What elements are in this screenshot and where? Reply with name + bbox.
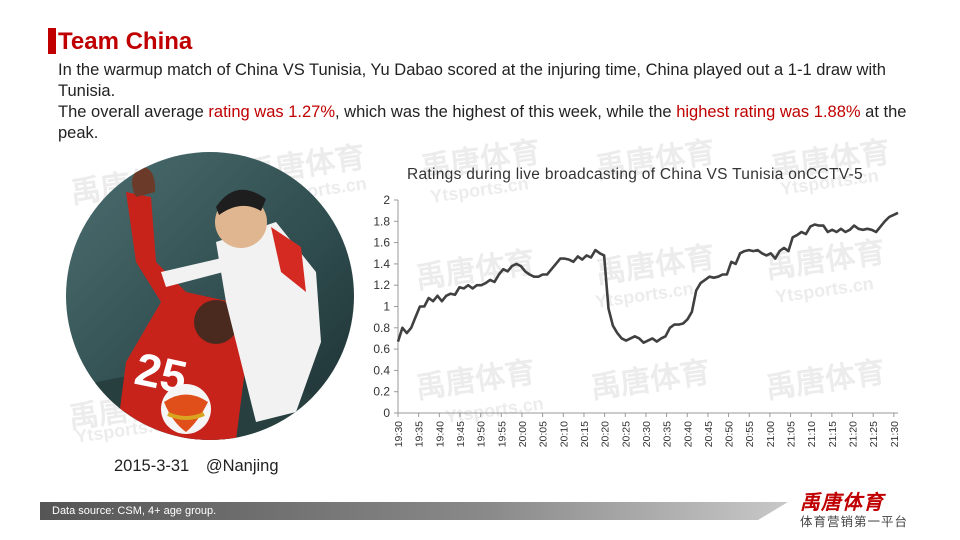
caption-date: 2015-3-31 [114,457,190,475]
intro-line-2-part-c: , which was the highest of this week, wh… [335,103,677,121]
x-tick-label: 20:10 [558,421,570,447]
x-tick-label: 20:15 [579,421,591,447]
y-tick-label: 0.6 [373,342,390,356]
x-tick-label: 20:00 [517,421,529,447]
match-photo-illustration: 25 [66,152,354,440]
intro-line-2-part-e: at the peak. [58,103,907,142]
photo-caption: 2015-3-31 @Nanjing [114,457,291,476]
caption-location: @Nanjing [205,457,279,475]
x-tick-label: 21:20 [848,421,860,447]
page-title: Team China [58,28,193,55]
x-tick-label: 19:55 [496,421,508,447]
title-accent-bar [48,28,56,54]
x-tick-label: 19:45 [455,421,467,447]
chart-title: Ratings during live broadcasting of Chin… [407,166,863,183]
intro-line-1: In the warmup match of China VS Tunisia,… [58,61,886,100]
footer-bar [40,502,788,520]
y-tick-label: 1.8 [373,214,390,228]
x-tick-label: 20:05 [538,421,550,447]
y-tick-label: 1.4 [373,257,390,271]
x-tick-label: 20:35 [662,421,674,447]
x-tick-label: 21:15 [827,421,839,447]
x-tick-label: 20:20 [600,421,612,447]
x-tick-label: 20:30 [641,421,653,447]
ratings-line-chart: 0 0.2 0.4 0.6 0.8 1 1.2 1.4 1.6 1.8 2 19:30 19:35 19:… [373,193,901,447]
x-tick-label: 21:00 [765,421,777,447]
y-tick-label: 1 [383,300,390,314]
intro-text: In the warmup match of China VS Tunisia,… [58,60,918,144]
y-tick-label: 0.4 [373,363,390,377]
y-tick-label: 2 [383,193,390,207]
ratings-series-line [396,211,899,344]
match-photo: 25 [66,152,354,440]
x-tick-label: 19:30 [393,421,405,447]
y-tick-label: 0 [383,406,390,420]
x-tick-label: 21:05 [786,421,798,447]
data-source-note: Data source: CSM, 4+ age group. [52,505,217,517]
y-tick-label: 1.6 [373,236,390,250]
x-tick-label: 20:25 [620,421,632,447]
y-tick-label: 0.2 [373,385,390,399]
x-tick-label: 21:10 [806,421,818,447]
x-tick-label: 20:55 [744,421,756,447]
intro-line-2-part-a: The overall average [58,103,209,121]
x-tick-label: 19:35 [414,421,426,447]
x-tick-label: 21:30 [889,421,901,447]
y-tick-label: 1.2 [373,278,390,292]
peak-rating-highlight: highest rating was 1.88% [676,103,861,121]
intro-line-2: The overall average rating was 1.27%, wh… [58,102,918,144]
average-rating-highlight: rating was 1.27% [208,103,335,121]
brand-slogan: 体育营销第一平台 [800,515,909,529]
x-tick-label: 19:40 [434,421,446,447]
y-tick-label: 0.8 [373,321,390,335]
brand-logo: 禹唐体育 [800,492,884,514]
x-tick-label: 21:25 [868,421,880,447]
x-tick-label: 20:40 [682,421,694,447]
x-tick-label: 19:50 [476,421,488,447]
x-tick-label: 20:45 [703,421,715,447]
x-tick-label: 20:50 [724,421,736,447]
